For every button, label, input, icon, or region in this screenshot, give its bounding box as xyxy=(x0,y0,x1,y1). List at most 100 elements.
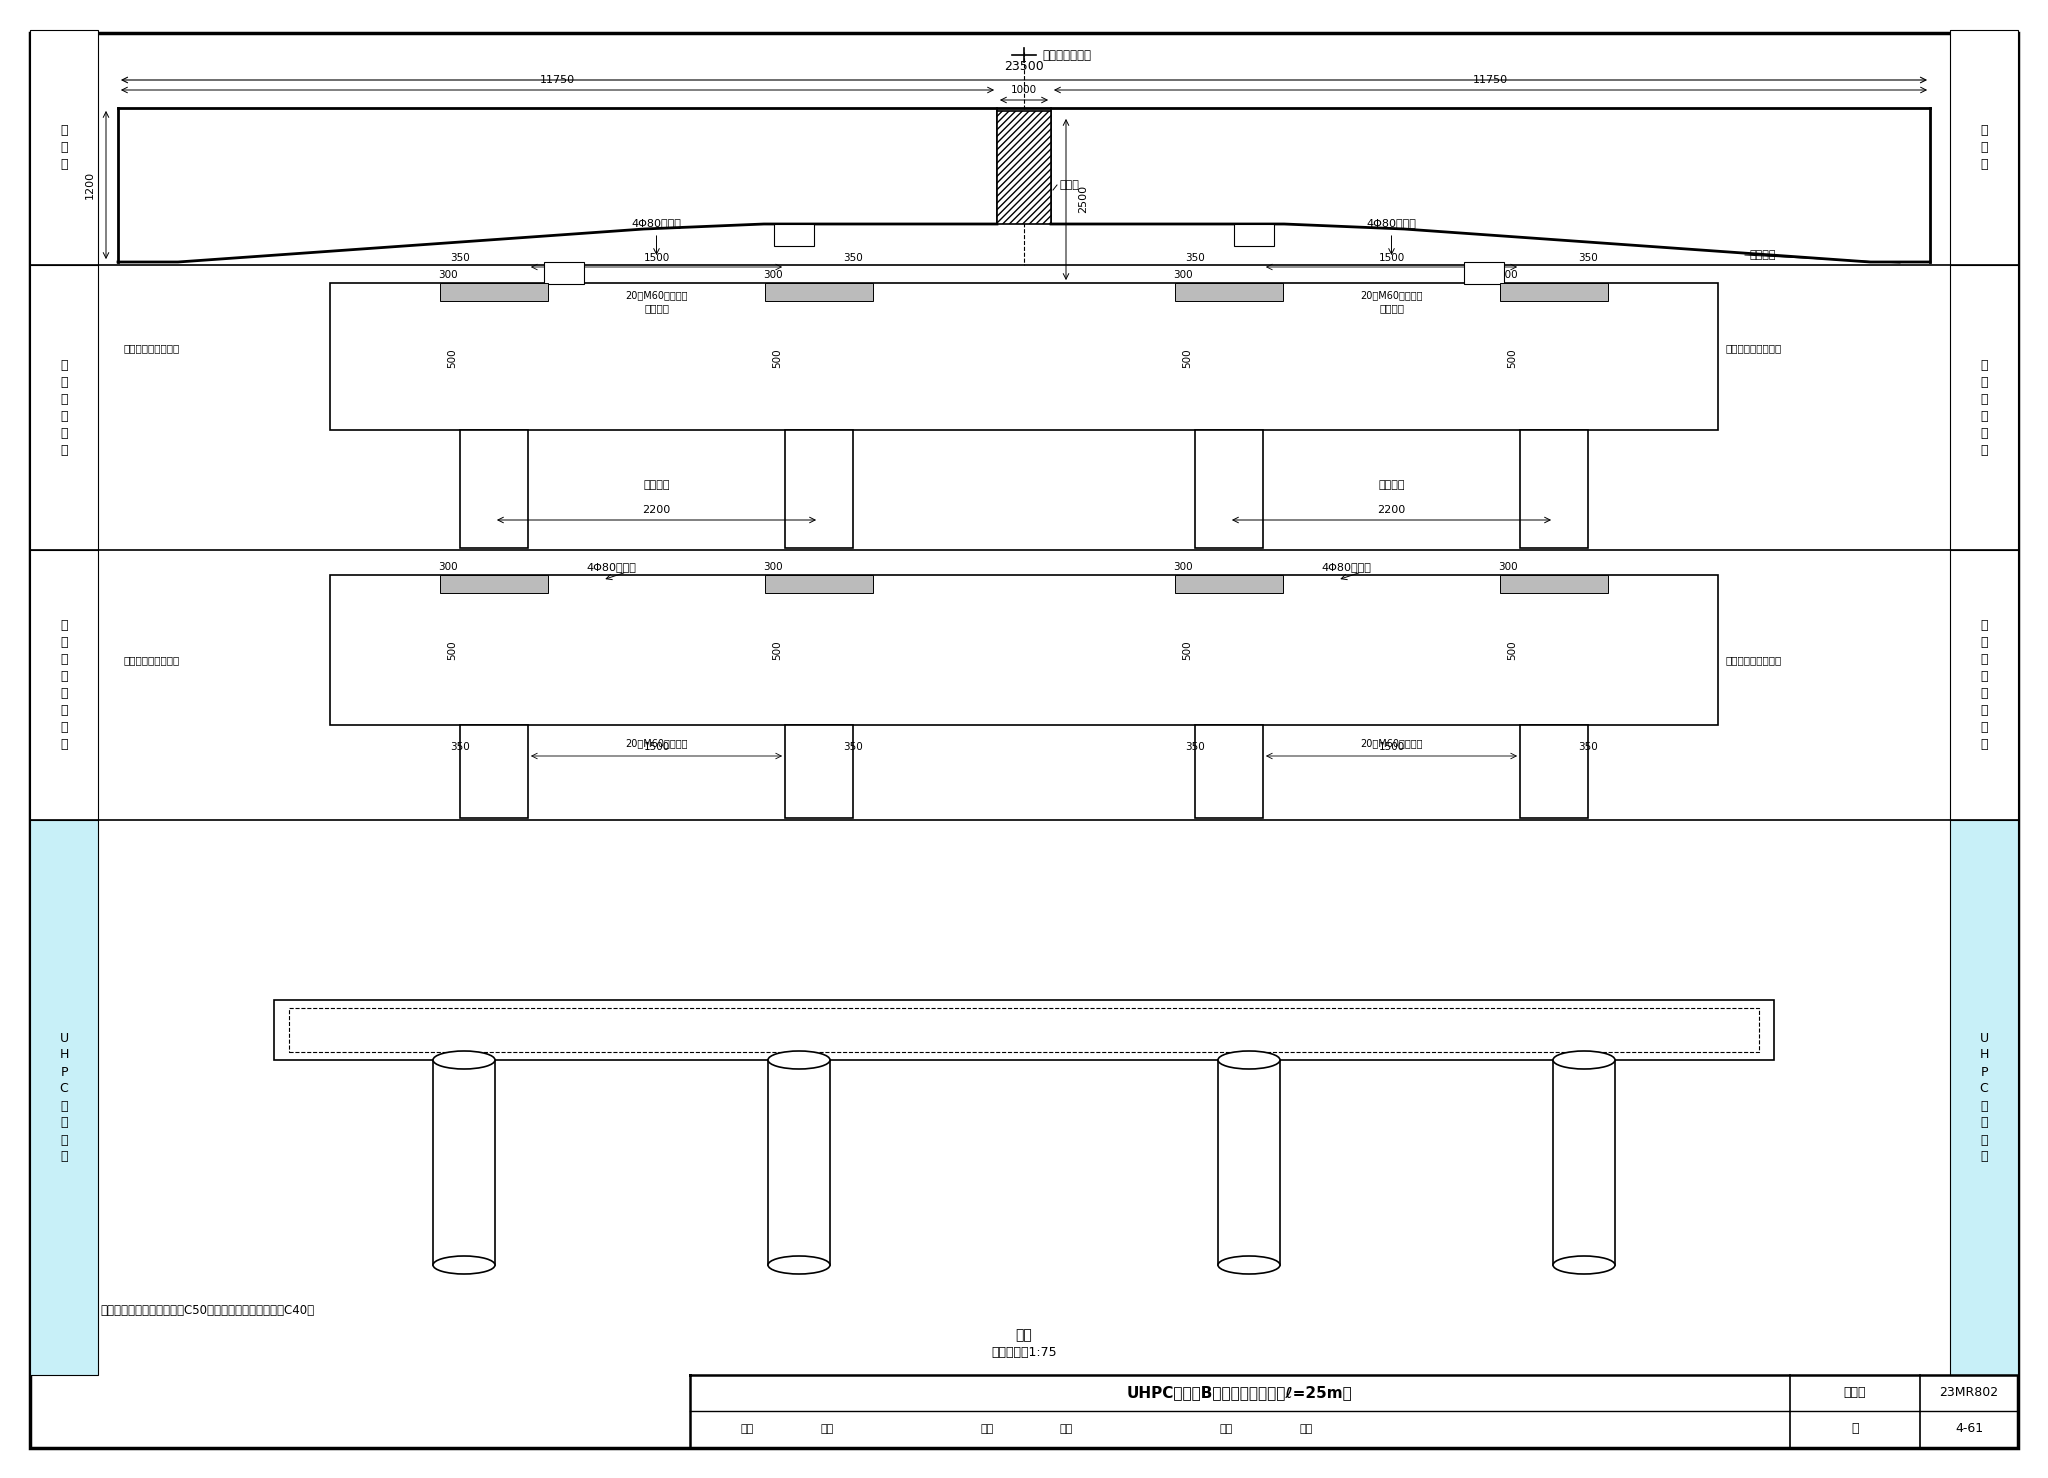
Text: 350: 350 xyxy=(451,742,469,752)
Text: 调节帪块: 调节帪块 xyxy=(1378,303,1405,313)
Text: 23MR802: 23MR802 xyxy=(1939,1386,1999,1400)
Ellipse shape xyxy=(432,1051,496,1069)
Text: 注：盖梁混凝土强度等级为C50，立柱混凝土强度等级为C40。: 注：盖梁混凝土强度等级为C50，立柱混凝土强度等级为C40。 xyxy=(100,1304,313,1317)
Text: 350: 350 xyxy=(1579,253,1597,263)
Bar xyxy=(1464,262,1503,284)
Text: 设计: 设计 xyxy=(1221,1423,1233,1434)
Text: 350: 350 xyxy=(844,253,862,263)
Text: 500: 500 xyxy=(1182,640,1192,659)
Text: 湿接缝: 湿接缝 xyxy=(1059,180,1079,191)
Bar xyxy=(766,282,872,302)
Bar xyxy=(1950,820,2017,1375)
Text: 小
筱
棁: 小 筱 棁 xyxy=(59,124,68,171)
Text: 2500: 2500 xyxy=(1077,185,1087,213)
Text: 1500: 1500 xyxy=(1378,253,1405,263)
Bar xyxy=(440,282,549,302)
Ellipse shape xyxy=(1552,1256,1616,1274)
Text: 350: 350 xyxy=(844,742,862,752)
Text: 4Φ80注浆管: 4Φ80注浆管 xyxy=(1366,217,1417,228)
Bar xyxy=(461,430,528,548)
Bar xyxy=(440,575,549,593)
Text: 20厜M60砂浆帪层: 20厜M60砂浆帪层 xyxy=(625,290,688,300)
Text: 4Φ80注浆管: 4Φ80注浆管 xyxy=(586,562,637,572)
Text: 波
纹
锃
管
连
接
桥
墩: 波 纹 锃 管 连 接 桥 墩 xyxy=(1980,619,1989,751)
Bar xyxy=(461,726,528,817)
Text: 4Φ80注浆管: 4Φ80注浆管 xyxy=(631,217,682,228)
Text: 300: 300 xyxy=(809,582,829,593)
Text: 300: 300 xyxy=(438,562,459,572)
Bar xyxy=(31,820,98,1375)
Text: 500: 500 xyxy=(1507,640,1518,659)
Text: 校对: 校对 xyxy=(981,1423,993,1434)
Bar xyxy=(1499,575,1608,593)
Text: 赵腾: 赵腾 xyxy=(1300,1423,1313,1434)
Text: 桥墩结构中心线: 桥墩结构中心线 xyxy=(1042,49,1092,62)
Bar xyxy=(1950,550,2017,820)
Text: 1000: 1000 xyxy=(1012,86,1036,95)
Text: 500: 500 xyxy=(446,640,457,659)
Text: 20厜M60砂浆帪层: 20厜M60砂浆帪层 xyxy=(625,738,688,748)
Text: 后浇超高性能混凝土: 后浇超高性能混凝土 xyxy=(1726,655,1782,665)
Ellipse shape xyxy=(1219,1051,1280,1069)
Text: 2200: 2200 xyxy=(1378,505,1405,514)
Text: 1500: 1500 xyxy=(643,253,670,263)
Text: 300: 300 xyxy=(483,290,504,300)
Text: 500: 500 xyxy=(446,349,457,368)
Ellipse shape xyxy=(1552,1051,1616,1069)
Bar xyxy=(1499,282,1608,302)
Text: 套
筒
连
接
桥
墩: 套 筒 连 接 桥 墩 xyxy=(1980,359,1989,457)
Text: 500: 500 xyxy=(1507,349,1518,368)
Bar xyxy=(31,30,98,265)
Text: 300: 300 xyxy=(1174,562,1192,572)
Bar xyxy=(1176,575,1282,593)
Text: 11750: 11750 xyxy=(541,75,575,86)
Bar xyxy=(1176,282,1282,302)
Text: 350: 350 xyxy=(1186,742,1204,752)
Bar xyxy=(1219,1060,1280,1265)
Text: 1200: 1200 xyxy=(86,171,94,200)
Bar xyxy=(330,575,1718,726)
Text: 页: 页 xyxy=(1851,1422,1860,1435)
Text: 苏登: 苏登 xyxy=(1061,1423,1073,1434)
Text: 300: 300 xyxy=(438,270,459,279)
Text: 预制盖梁: 预制盖梁 xyxy=(1749,250,1776,260)
Text: 调节帪块: 调节帪块 xyxy=(643,303,670,313)
Text: 黄虹: 黄虹 xyxy=(819,1423,834,1434)
Bar xyxy=(997,111,1051,225)
Bar xyxy=(1235,225,1274,245)
Text: 300: 300 xyxy=(1544,290,1565,300)
Text: 4-61: 4-61 xyxy=(1956,1422,1982,1435)
Text: 300: 300 xyxy=(764,562,782,572)
Text: 350: 350 xyxy=(1579,742,1597,752)
Bar xyxy=(766,575,872,593)
Bar xyxy=(31,265,98,550)
Bar xyxy=(330,282,1718,430)
Bar xyxy=(274,1001,1774,1060)
Text: 300: 300 xyxy=(1499,270,1518,279)
Text: U
H
P
C
连
接
桥
墩: U H P C 连 接 桥 墩 xyxy=(59,1032,70,1163)
Bar xyxy=(1520,430,1587,548)
Ellipse shape xyxy=(768,1051,829,1069)
Text: 1500: 1500 xyxy=(643,742,670,752)
Bar xyxy=(1950,265,2017,550)
Text: 500: 500 xyxy=(1182,349,1192,368)
Bar xyxy=(784,430,854,548)
Text: 预制立柱: 预制立柱 xyxy=(643,480,670,491)
Text: 500: 500 xyxy=(772,349,782,368)
Text: 300: 300 xyxy=(1174,270,1192,279)
Text: 4Φ80注浆管: 4Φ80注浆管 xyxy=(1321,562,1372,572)
Bar xyxy=(1194,430,1264,548)
Bar xyxy=(31,550,98,820)
Text: 立面: 立面 xyxy=(1016,1329,1032,1342)
Text: 300: 300 xyxy=(809,290,829,300)
Bar xyxy=(432,1060,496,1265)
Text: 后浇超高性能混凝土: 后浇超高性能混凝土 xyxy=(123,655,180,665)
Text: 350: 350 xyxy=(451,253,469,263)
Text: 300: 300 xyxy=(1219,290,1239,300)
Text: 后浇超高性能混凝土: 后浇超高性能混凝土 xyxy=(123,343,180,353)
Text: 小
筱
棁: 小 筱 棁 xyxy=(1980,124,1989,171)
Bar xyxy=(774,225,813,245)
Text: 11750: 11750 xyxy=(1473,75,1507,86)
Text: 波
纹
锃
管
连
接
桥
墩: 波 纹 锃 管 连 接 桥 墩 xyxy=(59,619,68,751)
Bar xyxy=(768,1060,829,1265)
